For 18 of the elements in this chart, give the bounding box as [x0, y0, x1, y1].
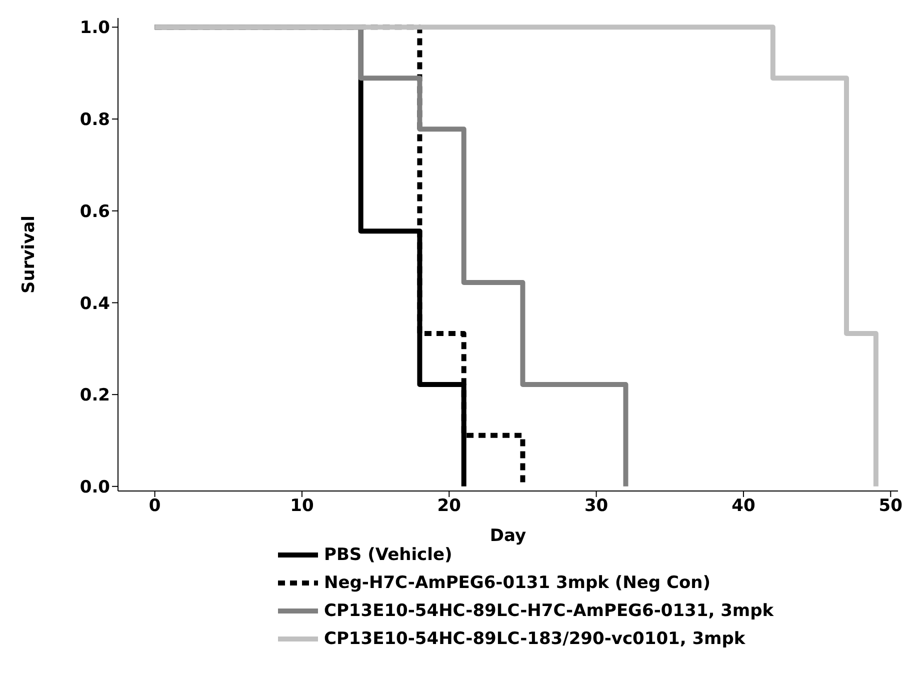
legend-label: CP13E10-54HC-89LC-H7C-AmPEG6-0131, 3mpk	[324, 601, 774, 621]
y-axis-title: Survival	[19, 215, 40, 294]
y-tick-label: 1.0	[80, 18, 110, 38]
legend-label: CP13E10-54HC-89LC-183/290-vc0101, 3mpk	[324, 629, 746, 649]
y-tick-label: 0.0	[80, 477, 110, 498]
x-tick-label: 10	[290, 496, 314, 516]
legend-label: Neg-H7C-AmPEG6-0131 3mpk (Neg Con)	[324, 573, 711, 593]
x-tick-label: 0	[148, 496, 161, 516]
x-tick-label: 50	[878, 496, 903, 516]
y-tick-label: 0.6	[80, 202, 110, 222]
y-tick-label: 0.8	[80, 110, 110, 130]
y-tick-label: 0.2	[80, 386, 110, 406]
legend-label: PBS (Vehicle)	[324, 545, 452, 565]
x-tick-label: 40	[732, 496, 756, 516]
x-axis-title: Day	[490, 526, 526, 546]
x-tick-label: 20	[437, 496, 462, 516]
x-tick-label: 30	[584, 496, 608, 516]
y-tick-label: 0.4	[80, 294, 110, 314]
